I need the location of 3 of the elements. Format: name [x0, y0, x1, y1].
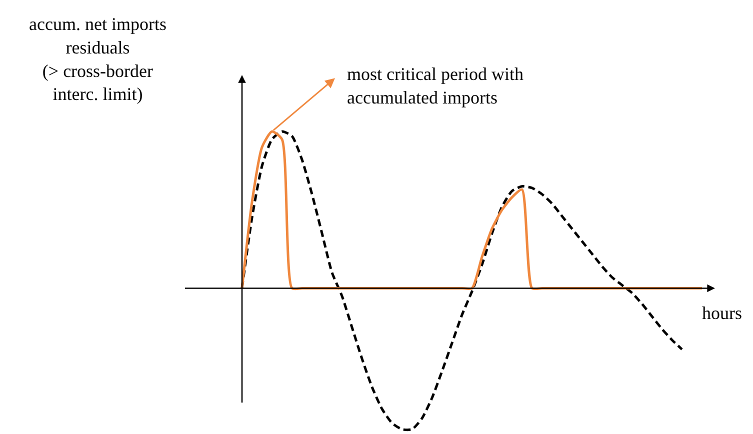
x-axis-title: hours	[702, 303, 742, 323]
y-axis-title: accum. net imports residuals (> cross-border interc. limit)	[29, 14, 166, 104]
text: most critical period with accumulated imports	[347, 64, 524, 108]
